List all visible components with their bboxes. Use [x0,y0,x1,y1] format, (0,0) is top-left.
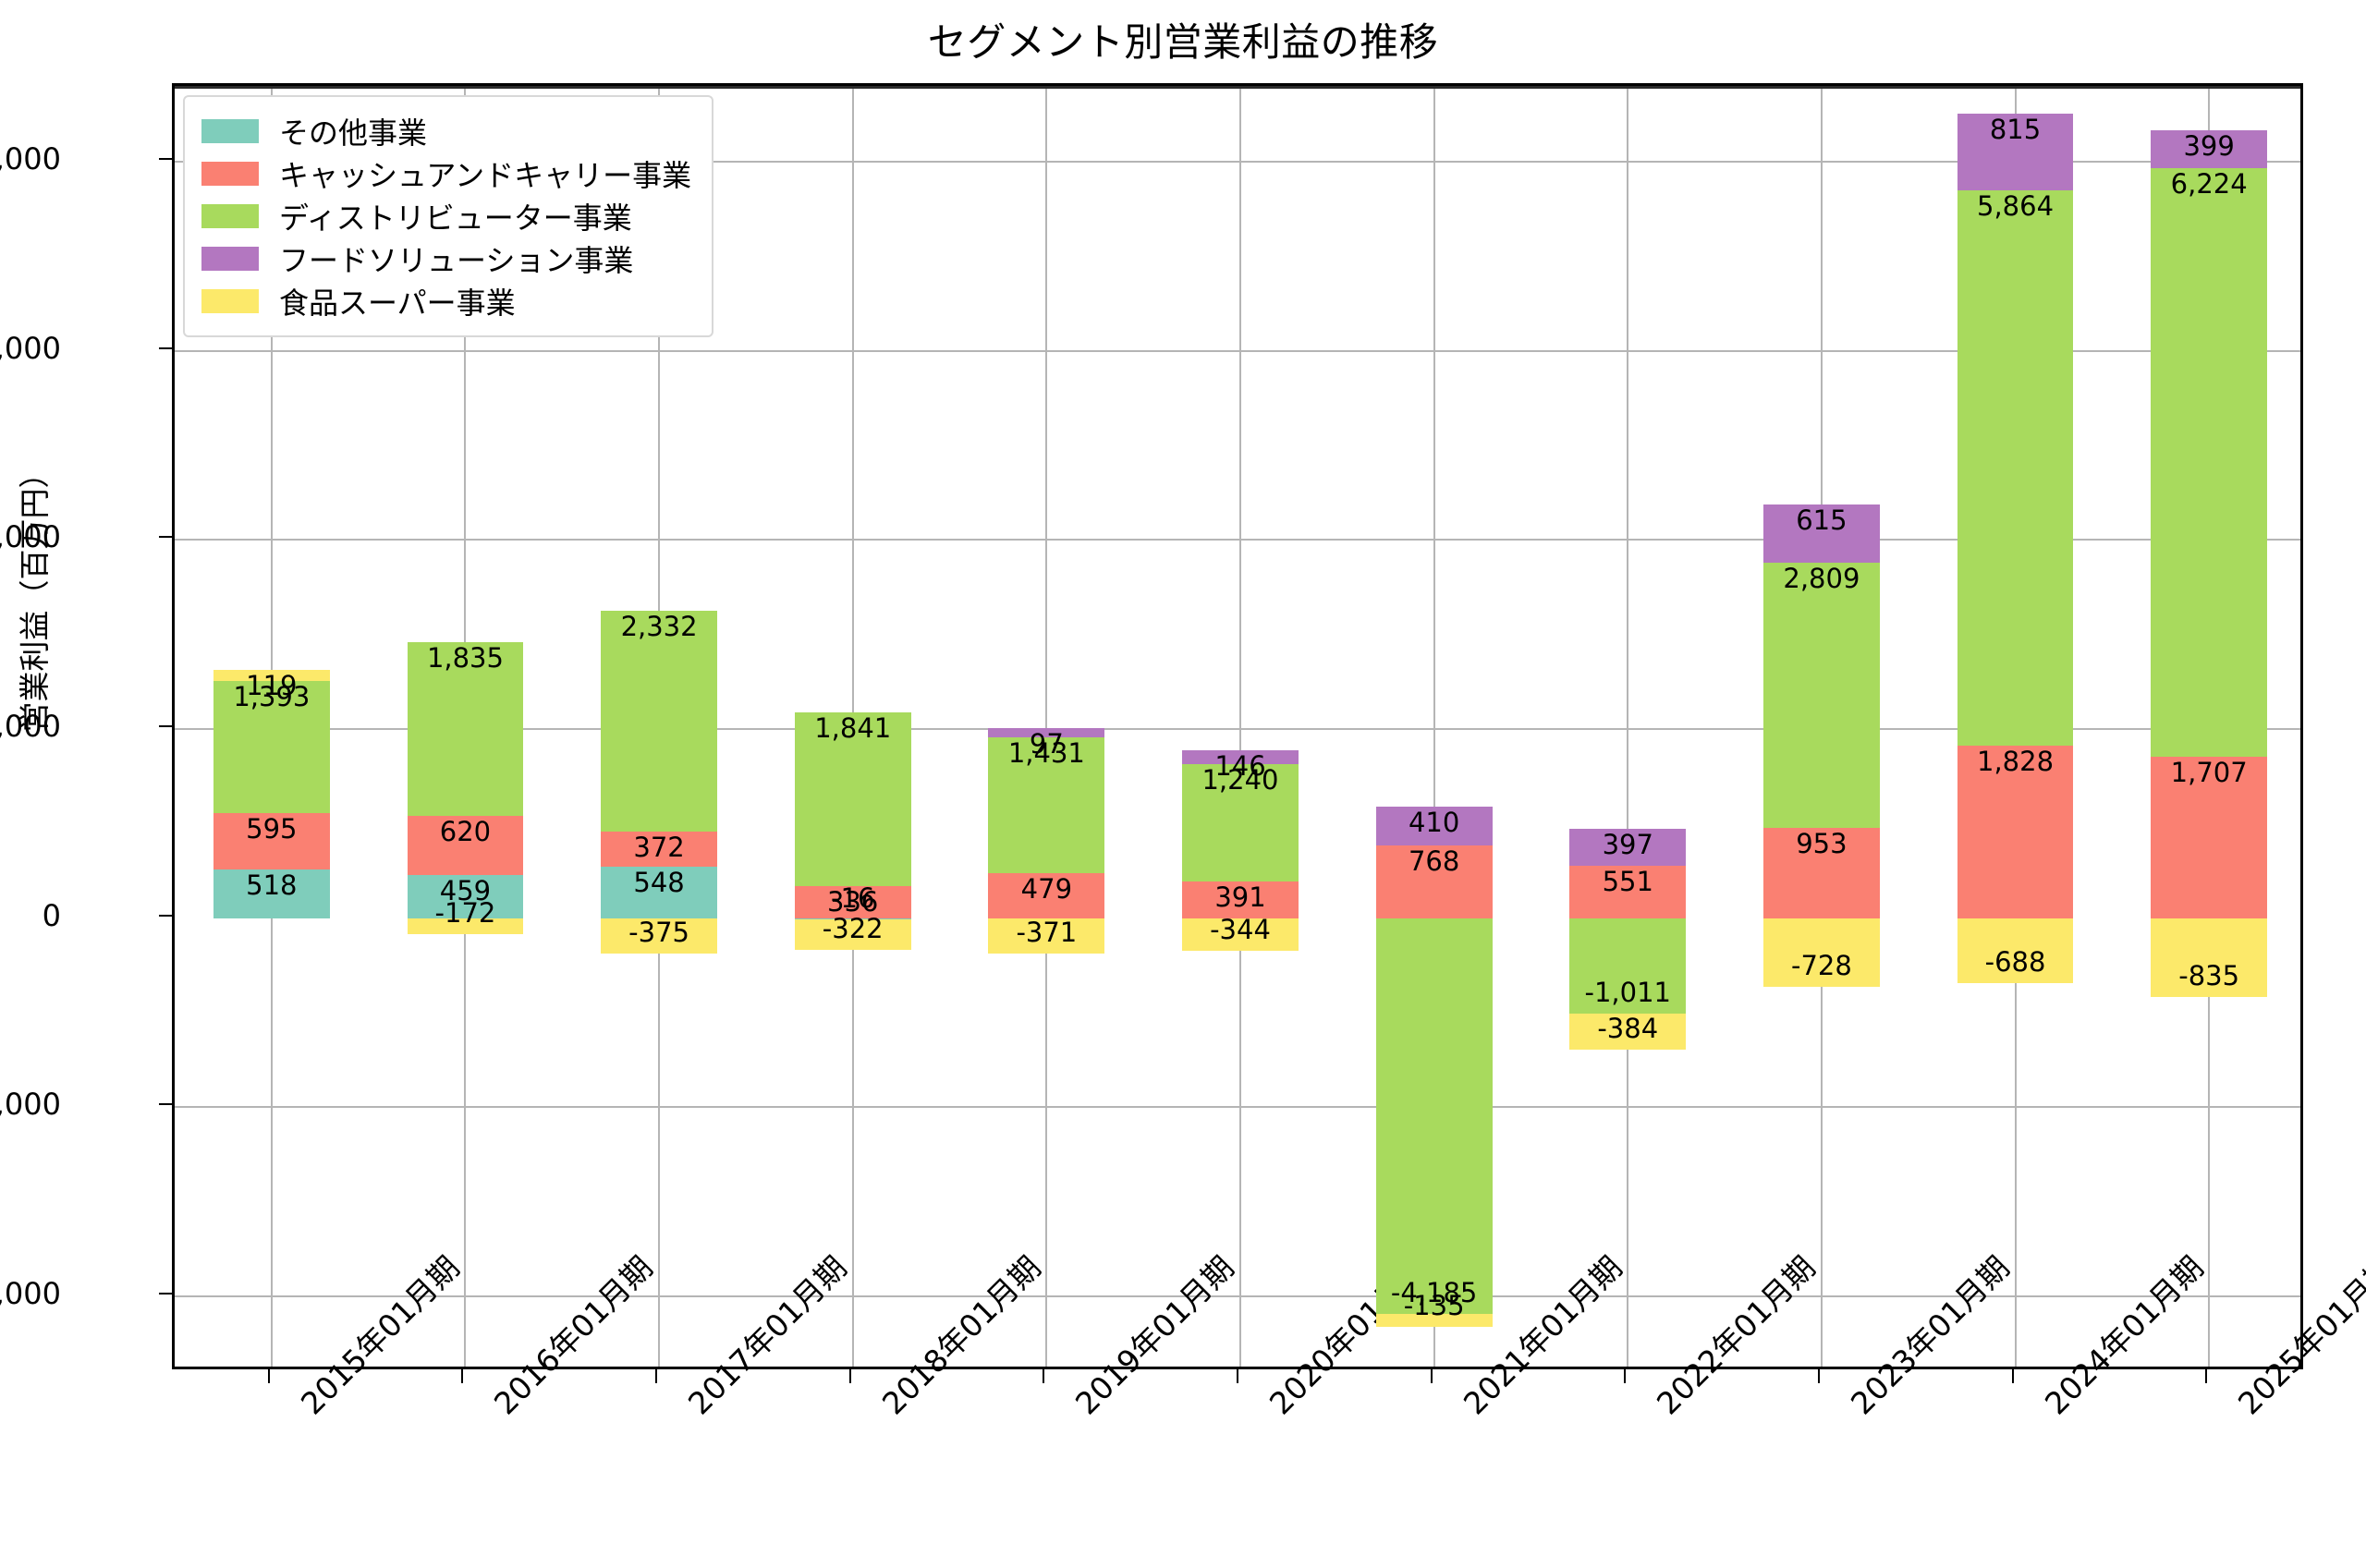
bar-segment [601,610,717,832]
y-tick-mark [159,914,173,917]
y-tick-mark [159,725,173,727]
gridline-horizontal [175,160,2300,163]
legend-swatch-icon [201,162,259,186]
y-tick-label: 4,000 [0,519,61,555]
bar-segment [213,812,330,869]
x-tick-mark [1430,1369,1433,1383]
gridline-vertical [1239,86,1241,1367]
y-tick-label: -4,000 [0,1276,61,1312]
gridline-horizontal [175,539,2300,541]
y-axis-label: 営業利益（百万円） [17,457,53,733]
bar-segment [407,874,524,918]
bar-segment [1763,828,1880,918]
bar-segment [2151,756,2268,918]
bar-segment [1375,1314,1493,1327]
bar-segment [213,681,330,813]
zero-baseline [175,86,2300,89]
y-tick-label: 2,000 [0,709,61,744]
chart-title: セグメント別営業利益の推移 [927,19,1439,65]
bar-segment [988,872,1105,918]
bar-segment [1375,845,1493,918]
bar-segment [1375,918,1493,1315]
bar-segment [407,816,524,875]
bar-segment [1182,749,1299,764]
gridline-vertical [1045,86,1048,1367]
gridline-vertical [1627,86,1629,1367]
chart-legend: その他事業キャッシュアンドキャリー事業 ディストリビューター事業 フードソリューショ… [183,95,714,337]
bar-segment [794,919,911,951]
legend-swatch-icon [201,119,259,143]
legend-item-label: フードソリューション事業 [279,243,634,278]
bar-segment [601,918,717,954]
x-tick-mark [1237,1369,1238,1383]
gridline-horizontal [175,1106,2300,1109]
bar-segment [1957,113,2074,191]
bar-segment [1569,1014,1687,1051]
bar-segment [601,831,717,867]
bar-segment [794,886,911,918]
x-tick-mark [461,1369,464,1383]
bar-segment [1763,504,1880,563]
bar-segment [1375,807,1493,846]
y-tick-mark [159,157,173,160]
x-tick-mark [2011,1369,2014,1383]
bar-segment [407,918,524,935]
bar-segment [213,869,330,918]
bar-segment [988,728,1105,738]
legend-item-label: ディストリビューター事業 [279,201,632,236]
legend-item-label: キャッシュアンドキャリー事業 [279,158,692,193]
y-tick-label: 0 [42,897,61,933]
bar-segment [1957,918,2074,984]
gridline-vertical [1433,86,1435,1367]
legend-swatch-icon [201,204,259,228]
y-tick-mark [159,536,173,539]
y-tick-label: -2,000 [0,1087,61,1123]
bar-segment [794,711,911,887]
legend-item-3[interactable]: ディストリビューター事業 [201,195,691,237]
y-tick-label: 6,000 [0,330,61,366]
legend-swatch-icon [201,247,259,271]
x-tick-mark [848,1369,851,1383]
bar-segment [1763,562,1880,829]
legend-item-5[interactable]: 食品スーパー事業 [201,280,691,322]
y-tick-mark [159,346,173,349]
bar-segment [1569,866,1687,918]
gridline-horizontal [175,1295,2300,1298]
x-tick-mark [267,1369,270,1383]
y-tick-mark [159,1293,173,1295]
bar-segment [2151,130,2268,168]
bar-segment [1569,828,1687,867]
x-tick-mark [1624,1369,1627,1383]
bar-segment [407,642,524,817]
legend-item-2[interactable]: キャッシュアンドキャリー事業 [201,152,691,195]
x-tick-mark [1817,1369,1820,1383]
bar-segment [1182,918,1299,951]
x-tick-mark [1043,1369,1045,1383]
bar-segment [213,670,330,682]
bar-segment [1569,918,1687,1015]
bar-segment [601,866,717,918]
gridline-horizontal [175,728,2300,730]
x-tick-mark [2205,1369,2208,1383]
legend-item-label: 食品スーパー事業 [279,286,516,321]
bar-segment [1957,190,2074,746]
y-tick-mark [159,1103,173,1106]
bar-segment [1763,918,1880,988]
bar-segment [988,737,1105,873]
y-tick-label: 8,000 [0,140,61,176]
bar-segment [1182,881,1299,918]
bar-segment [1957,745,2074,918]
legend-item-1[interactable]: その他事業 [201,110,691,152]
bar-segment [794,918,911,920]
gridline-horizontal [175,349,2300,352]
bar-segment [988,918,1105,954]
bar-segment [2151,167,2268,757]
x-tick-mark [655,1369,658,1383]
bar-segment [1182,763,1299,881]
legend-swatch-icon [201,289,259,313]
bar-segment [2151,918,2268,998]
legend-item-label: その他事業 [279,115,428,151]
legend-item-4[interactable]: フードソリューション事業 [201,237,691,280]
